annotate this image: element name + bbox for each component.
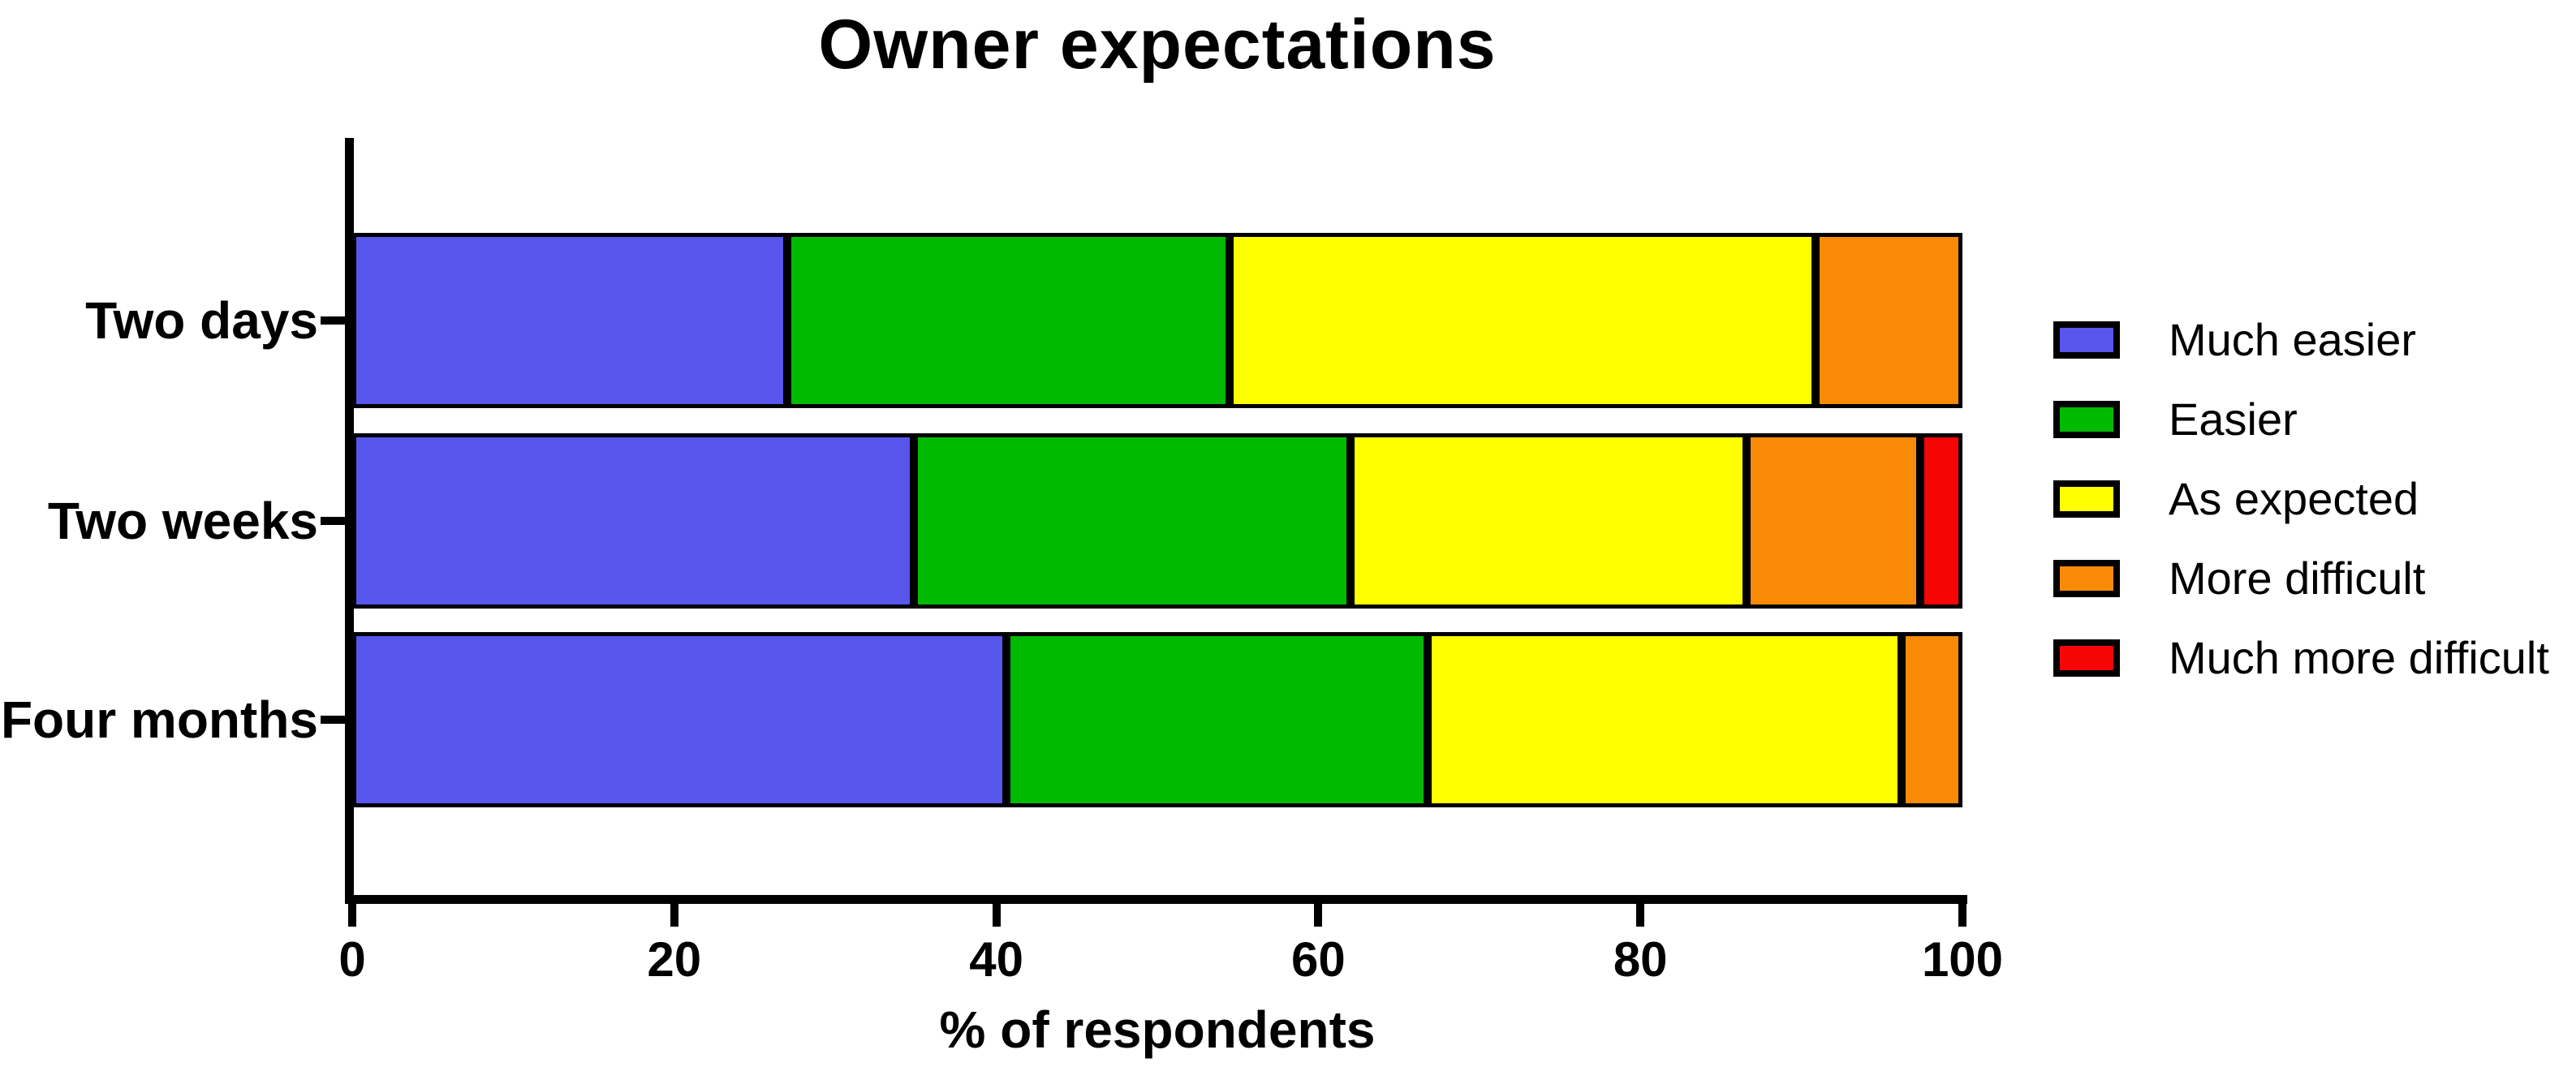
y-axis-tick bbox=[321, 716, 347, 724]
category-label: Two days bbox=[85, 291, 318, 350]
x-axis-tick bbox=[1314, 904, 1323, 927]
legend-swatch bbox=[2053, 401, 2120, 438]
legend-swatch bbox=[2053, 560, 2120, 597]
x-axis-title: % of respondents bbox=[939, 1000, 1376, 1059]
legend-label: Easier bbox=[2169, 394, 2298, 445]
x-axis-line bbox=[345, 895, 1967, 904]
legend-swatch bbox=[2053, 480, 2120, 518]
legend-label: As expected bbox=[2169, 473, 2419, 524]
bar-segment bbox=[1350, 433, 1747, 609]
legend-label: Much more difficult bbox=[2169, 632, 2549, 683]
bar-segment bbox=[1230, 233, 1816, 408]
bar-segment bbox=[786, 233, 1230, 408]
x-tick-label: 100 bbox=[1921, 932, 2004, 987]
bar-segment bbox=[914, 433, 1351, 609]
y-axis-line bbox=[345, 138, 354, 904]
legend-label: More difficult bbox=[2169, 553, 2426, 604]
y-axis-tick bbox=[321, 517, 347, 525]
bar-segment bbox=[352, 233, 787, 408]
bar-segment bbox=[1816, 233, 1962, 408]
x-tick-label: 40 bbox=[969, 932, 1023, 987]
category-label: Two weeks bbox=[47, 492, 318, 550]
bar-segment bbox=[1006, 632, 1428, 807]
bar-segment bbox=[1901, 632, 1962, 807]
x-axis-tick bbox=[348, 904, 356, 927]
legend-swatch bbox=[2053, 639, 2120, 677]
y-axis-tick bbox=[321, 316, 347, 325]
legend-label: Much easier bbox=[2169, 314, 2417, 365]
x-tick-label: 0 bbox=[338, 932, 366, 987]
bar-segment bbox=[352, 632, 1006, 807]
x-axis-tick bbox=[992, 904, 1001, 927]
x-tick-label: 60 bbox=[1291, 932, 1346, 987]
chart-title: Owner expectations bbox=[818, 6, 1497, 84]
x-tick-label: 20 bbox=[647, 932, 702, 987]
x-axis-tick bbox=[1636, 904, 1645, 927]
legend-swatch bbox=[2053, 321, 2120, 359]
bar-segment bbox=[1747, 433, 1921, 609]
x-tick-label: 80 bbox=[1613, 932, 1668, 987]
bar-segment bbox=[352, 433, 915, 609]
bar-segment bbox=[1920, 433, 1962, 609]
x-axis-tick bbox=[670, 904, 678, 927]
bar-segment bbox=[1428, 632, 1902, 807]
category-label: Four months bbox=[0, 691, 318, 749]
x-axis-tick bbox=[1958, 904, 1966, 927]
